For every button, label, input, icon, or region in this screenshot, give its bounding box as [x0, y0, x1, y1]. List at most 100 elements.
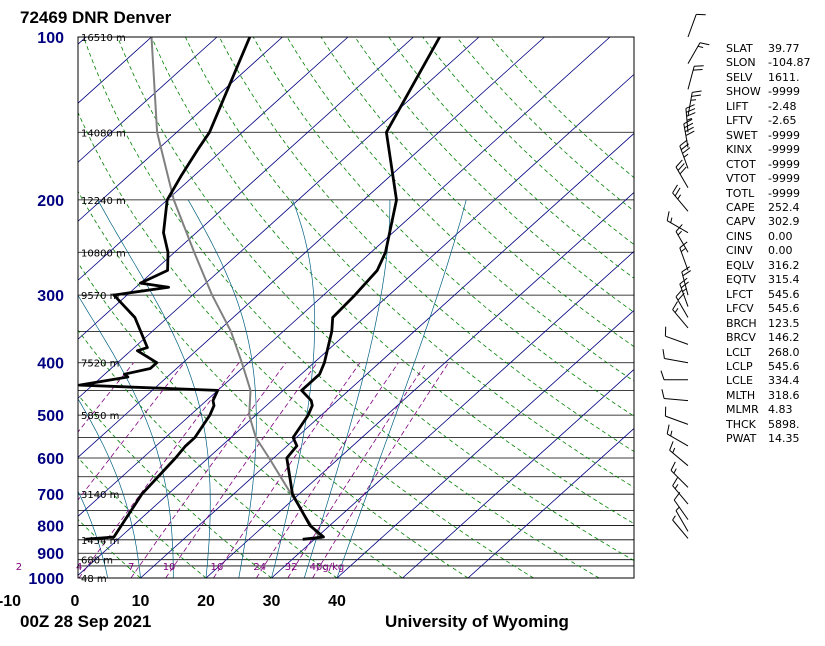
moist-adiabat-line: [187, 199, 257, 578]
index-row: LCLT 268.0: [726, 346, 810, 360]
index-key: BRCV: [726, 331, 756, 345]
height-label: 7520 m: [81, 359, 119, 370]
mixing-ratio-label: 16: [211, 562, 224, 573]
isotherm-line: [271, 250, 634, 578]
index-row: CAPV 302.9: [726, 215, 810, 229]
wind-barb: [666, 211, 689, 234]
mixing-ratio-line: [78, 362, 240, 578]
wind-barb: [675, 224, 689, 253]
height-label: 9570 m: [81, 291, 119, 302]
index-key: LCLE: [726, 374, 753, 388]
wind-barb: [687, 13, 706, 38]
index-row: VTOT -9999: [726, 172, 810, 186]
index-value: 316.2: [768, 258, 800, 272]
index-key: CINS: [726, 229, 753, 243]
index-value: 302.9: [768, 215, 800, 229]
index-key: CAPV: [726, 215, 756, 229]
index-key: SWET: [726, 128, 758, 142]
dry-adiabat-line: [252, 37, 634, 417]
index-key: LCLP: [726, 359, 753, 373]
mixing-ratio-label: 7: [128, 562, 134, 573]
moist-adiabat-line: [78, 490, 109, 578]
plot-frame: [77, 36, 635, 579]
dry-adiabat-line: [185, 37, 634, 488]
wind-barb: [672, 301, 689, 329]
wind-barb: [672, 515, 689, 539]
index-key: EQLV: [726, 258, 755, 272]
isotherm-line: [78, 73, 634, 576]
index-row: LFTV -2.65: [726, 114, 810, 128]
height-labels: 16510 m 14080 m 12240 m 10800 m 9570 m 7520 m…: [81, 33, 126, 585]
mixing-ratio-line: [78, 362, 185, 501]
mixing-ratio-line: [213, 362, 361, 578]
index-key: TOTL: [726, 186, 755, 200]
index-key: SHOW: [726, 85, 761, 99]
index-value: 0.00: [768, 229, 793, 243]
mixing-ratio-line: [130, 362, 287, 578]
isotherm-line: [205, 191, 634, 578]
dry-adiabat-line: [320, 37, 634, 348]
height-label: 48 m: [81, 574, 107, 585]
isotherm-line: [78, 37, 152, 104]
index-row: LIFT -2.48: [726, 100, 810, 114]
isotherm-line: [402, 368, 634, 578]
isotherm-line: [336, 309, 634, 578]
mixing-ratio-line: [78, 362, 134, 433]
parcel-path-line: [150, 37, 322, 540]
index-value: 5898.: [768, 417, 800, 431]
wind-barb: [664, 406, 689, 425]
dry-adiabat-line: [0, 37, 10, 578]
isotherm-line: [0, 37, 21, 578]
index-row: LFCV 545.6: [726, 302, 810, 316]
wind-barb: [672, 184, 689, 212]
index-value: 268.0: [768, 345, 800, 359]
index-value: 545.6: [768, 359, 800, 373]
index-value: -104.87: [768, 56, 811, 70]
dry-adiabat-line: [117, 37, 634, 562]
index-value: 39.77: [768, 42, 800, 55]
dry-adiabat-line: [83, 37, 600, 578]
temperature-tick-label: 30: [263, 593, 281, 610]
height-label: 16510 m: [81, 33, 126, 44]
dry-adiabat-line: [151, 37, 634, 525]
pressure-tick-label: 1000: [28, 571, 64, 588]
mixing-ratio-label: 32: [285, 562, 298, 573]
index-key: VTOT: [726, 172, 756, 186]
wind-barb: [661, 389, 689, 402]
moist-adiabat-line: [0, 200, 42, 578]
index-key: LFCV: [726, 302, 754, 316]
index-key: LFTV: [726, 114, 753, 128]
index-value: 315.4: [768, 273, 800, 287]
dry-adiabat-line: [78, 111, 534, 578]
index-value: 14.35: [768, 432, 800, 446]
wind-barb: [687, 42, 710, 64]
wind-barb: [679, 139, 691, 169]
index-row: SELV 1611.: [726, 71, 810, 85]
index-value: -9999: [768, 186, 800, 200]
dry-adiabat-line: [422, 37, 634, 246]
mixing-ratio-label: 24: [253, 562, 266, 573]
chart-title: 72469 DNR Denver: [20, 8, 172, 27]
mixing-ratio-label: 4: [76, 562, 82, 573]
isotherm-line: [78, 37, 218, 163]
temperature-profile-line: [285, 37, 441, 541]
index-row: BRCV 146.2: [726, 331, 810, 345]
index-value: 0.00: [768, 244, 793, 258]
index-key: LFCT: [726, 287, 753, 301]
index-value: -9999: [768, 143, 800, 157]
wind-barb: [679, 241, 689, 271]
index-row: LFCT 545.6: [726, 288, 810, 302]
pressure-tick-label: 300: [37, 288, 64, 305]
index-value: -9999: [768, 157, 800, 171]
isotherm-line: [78, 37, 414, 340]
dry-adiabat-line: [78, 518, 141, 578]
wind-barb: [675, 506, 689, 532]
wind-barb: [666, 424, 689, 447]
wind-barb: [683, 118, 695, 148]
height-label: 680 m: [81, 556, 113, 567]
wind-barb: [660, 370, 689, 381]
wind-barb: [673, 492, 689, 520]
isotherm-line: [78, 37, 545, 458]
